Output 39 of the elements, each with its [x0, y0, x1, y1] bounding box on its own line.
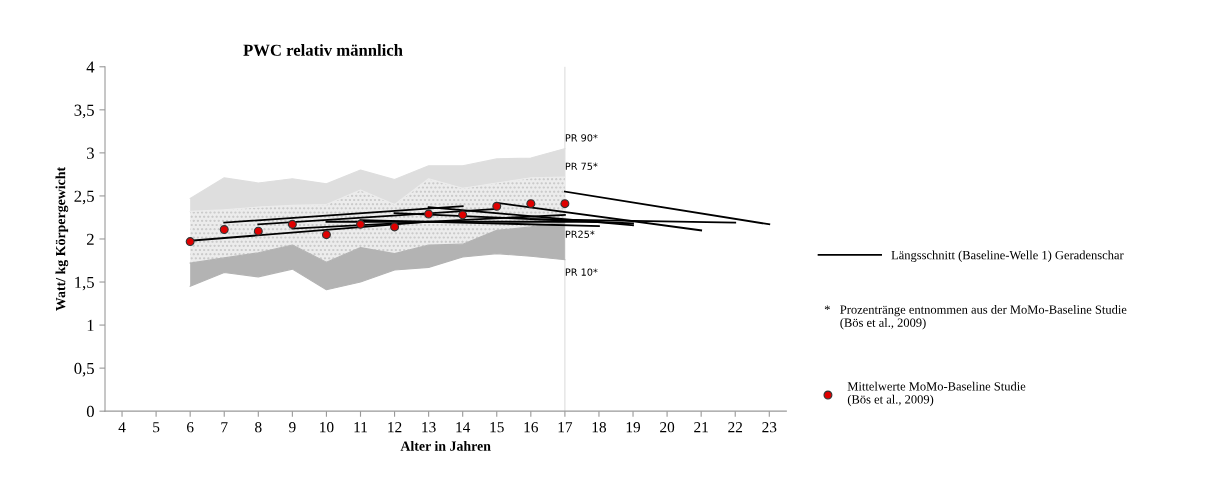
x-tick-label: 5 [153, 422, 160, 433]
y-tick-label: 4 [86, 61, 95, 73]
x-tick-label: 17 [558, 422, 573, 433]
y-tick-label: 0,5 [74, 362, 94, 377]
x-tick-label: 15 [490, 422, 504, 433]
y-tick-label: 3,5 [74, 104, 94, 119]
x-tick-label: 16 [524, 422, 539, 433]
x-tick-label: 12 [388, 422, 402, 433]
y-axis-title: Watt/ kg Körpergewicht [55, 166, 69, 311]
text: * Prozentränge entnommen aus der MoMo-Baseline Studie (Bös et al., 2009) [824, 304, 1127, 330]
legend-label: Längsschnitt (Baseline-Welle 1) Geradenschar [891, 250, 1124, 262]
y-tick-label: 1 [87, 319, 94, 331]
x-tick-label: 10 [320, 422, 334, 433]
y-tick-label: 0 [86, 405, 94, 418]
x-tick-label: 7 [221, 422, 228, 433]
x-tick-label: 8 [255, 422, 262, 433]
series-label: PR 90* [565, 134, 598, 142]
x-tick-label: 21 [694, 422, 708, 433]
series-label: PR 10* [565, 268, 598, 276]
series-label: PR25* [565, 230, 595, 238]
x-tick-label: 9 [289, 422, 296, 433]
y-tick-label: 1,5 [75, 276, 94, 291]
x-tick-label: 22 [728, 422, 743, 433]
y-tick-label: 2 [86, 233, 94, 245]
chart-title: PWC relativ männlich [243, 44, 403, 56]
legend-label: Mittelwerte MoMo-Baseline Studie (Bös et al., 2009) [847, 381, 1026, 407]
x-tick-label: 6 [187, 422, 194, 433]
y-tick-label: 3 [87, 147, 94, 159]
x-tick-label: 18 [592, 422, 607, 433]
y-tick-label: 2,5 [74, 190, 94, 205]
x-axis-title: Alter in Jahren [400, 441, 491, 451]
x-tick-label: 19 [626, 422, 641, 433]
x-tick-label: 4 [118, 422, 126, 433]
x-tick-label: 14 [456, 422, 471, 433]
x-tick-label: 20 [660, 422, 675, 433]
series-label: PR 75* [565, 162, 598, 170]
x-tick-label: 11 [354, 422, 367, 433]
x-tick-label: 13 [422, 422, 436, 433]
x-tick-label: 23 [762, 422, 777, 433]
